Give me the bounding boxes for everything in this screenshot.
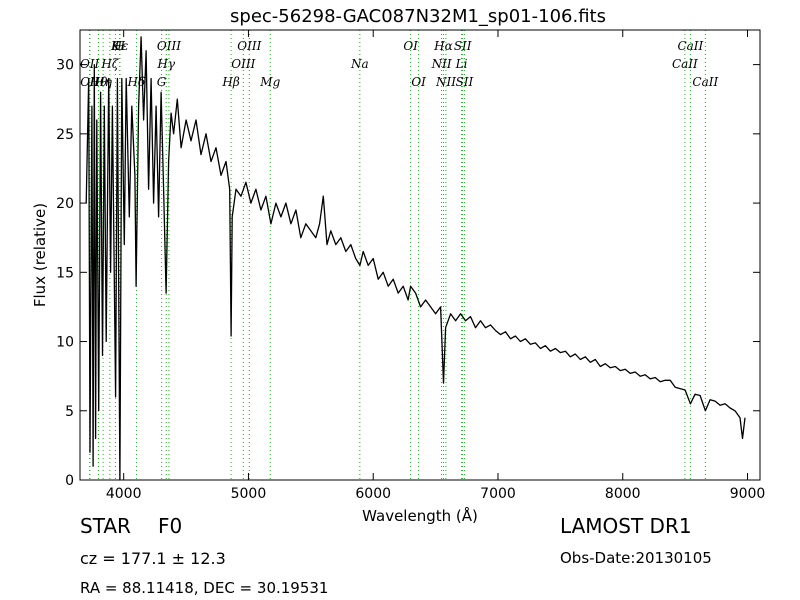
spectral-line-markers bbox=[89, 30, 706, 480]
line-label-13: OIII bbox=[231, 57, 255, 71]
line-label-18: OI bbox=[411, 75, 426, 89]
y-tick-label: 15 bbox=[56, 265, 74, 281]
line-label-8: Hδ bbox=[127, 75, 146, 89]
y-axis-label: Flux (relative) bbox=[31, 203, 49, 307]
y-tick-label: 30 bbox=[56, 58, 74, 74]
line-label-22: Li bbox=[455, 57, 468, 71]
line-label-0: Hε bbox=[110, 39, 128, 53]
line-label-5: Hθ bbox=[89, 75, 108, 89]
line-label-21: NII bbox=[435, 75, 456, 89]
plot-frame bbox=[79, 29, 761, 481]
line-label-16: Na bbox=[350, 57, 369, 71]
series-line-0 bbox=[85, 36, 746, 481]
line-label-3: OII bbox=[80, 57, 100, 71]
observation-date: Obs-Date:20130105 bbox=[560, 549, 712, 567]
y-tick-label: 0 bbox=[65, 473, 74, 489]
line-label-12: Hβ bbox=[221, 75, 239, 89]
ra-dec-coordinates: RA = 88.11418, DEC = 30.19531 bbox=[80, 579, 329, 597]
x-tick-label: 4000 bbox=[106, 486, 142, 502]
chart-title: spec-56298-GAC087N32M1_sp01-106.fits bbox=[230, 6, 606, 27]
axis-ticks: 4000 5000 6000 7000 8000 9000 0 5 10 15 20 25 30 bbox=[56, 30, 765, 502]
survey-name: LAMOST DR1 bbox=[560, 514, 692, 538]
spectrum-series bbox=[85, 36, 746, 481]
line-label-2: H bbox=[113, 39, 125, 53]
object-subclass: F0 bbox=[158, 514, 183, 538]
line-label-6: Hη bbox=[93, 75, 112, 89]
x-tick-label: 7000 bbox=[480, 486, 516, 502]
line-label-25: CaII bbox=[672, 57, 698, 71]
line-label-24: SII bbox=[456, 75, 474, 89]
line-label-11: OIII bbox=[157, 39, 181, 53]
line-label-14: OIII bbox=[237, 39, 261, 53]
line-label-20: Hα bbox=[433, 39, 453, 53]
line-label-26: CaII bbox=[677, 39, 703, 53]
y-tick-label: 10 bbox=[56, 335, 74, 351]
x-tick-label: 8000 bbox=[605, 486, 641, 502]
line-label-9: G bbox=[157, 75, 167, 89]
y-tick-label: 25 bbox=[56, 127, 74, 143]
x-tick-label: 9000 bbox=[730, 486, 766, 502]
line-label-23: SII bbox=[454, 39, 472, 53]
line-label-27: CaII bbox=[692, 75, 718, 89]
line-label-7: Hζ bbox=[100, 57, 119, 71]
x-tick-label: 6000 bbox=[355, 486, 391, 502]
x-axis-label: Wavelength (Å) bbox=[362, 506, 478, 525]
line-label-4: OII bbox=[80, 75, 100, 89]
object-class: STAR bbox=[80, 514, 131, 538]
y-tick-label: 5 bbox=[65, 404, 74, 420]
redshift-cz: cz = 177.1 ± 12.3 bbox=[80, 549, 226, 568]
line-label-15: Mg bbox=[259, 75, 280, 89]
line-label-17: OI bbox=[403, 39, 418, 53]
y-tick-label: 20 bbox=[56, 196, 74, 212]
line-label-19: NII bbox=[431, 57, 452, 71]
line-label-10: Hγ bbox=[156, 57, 175, 71]
x-tick-label: 5000 bbox=[231, 486, 267, 502]
line-label-1: K bbox=[110, 39, 121, 53]
